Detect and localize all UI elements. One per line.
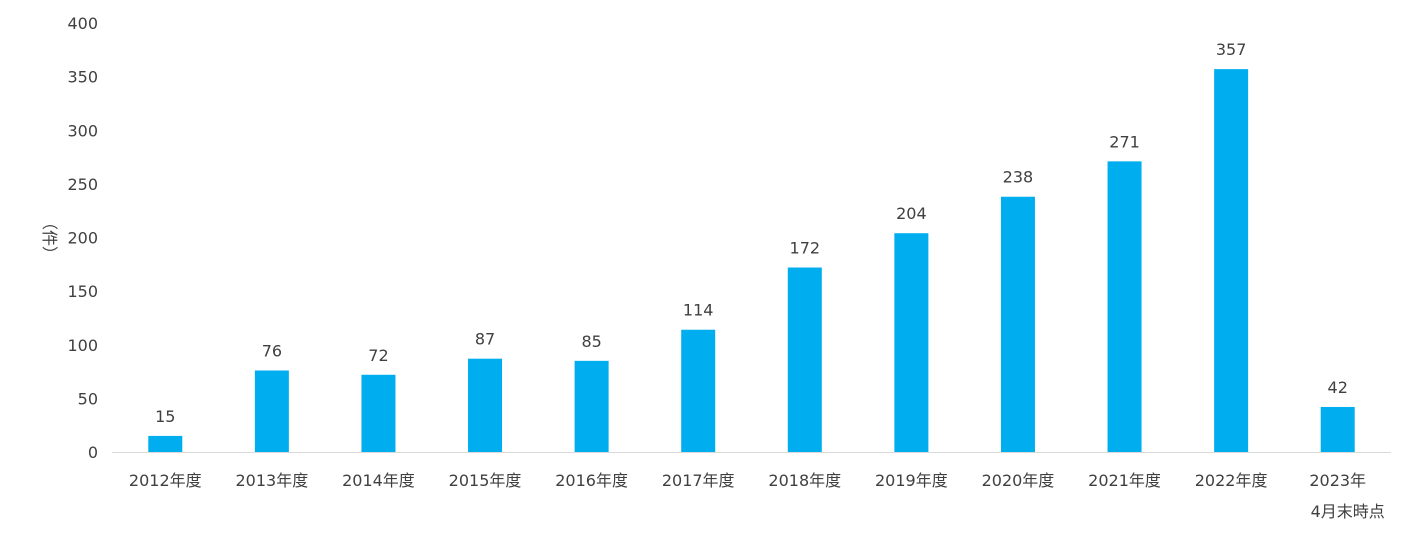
bar-value-label: 357 (1216, 40, 1247, 59)
x-tick-label-line: 4月末時点 (1311, 502, 1385, 521)
x-tick-label-line: 2023年 (1309, 471, 1366, 490)
bar-value-label: 238 (1003, 168, 1034, 187)
y-axis-tick-labels: 0 50 100 150 200 250 300 350 400 (67, 14, 98, 462)
x-tick-label: 2018年度 (768, 471, 841, 490)
x-tick-label: 2019年度 (875, 471, 948, 490)
y-tick-label: 150 (67, 282, 98, 301)
y-tick-label: 300 (67, 121, 98, 140)
y-tick-label: 0 (88, 443, 98, 462)
x-tick-label: 2015年度 (449, 471, 522, 490)
bar (1107, 161, 1142, 453)
bar-value-label: 85 (581, 332, 601, 351)
bar (787, 267, 822, 452)
bar-value-label: 87 (475, 330, 495, 349)
bar-value-label: 204 (896, 204, 927, 223)
y-tick-label: 50 (78, 389, 98, 408)
bar-value-label: 271 (1109, 132, 1140, 151)
bar (681, 329, 716, 452)
y-tick-label: 200 (67, 229, 98, 248)
bar (1214, 69, 1249, 453)
bar (361, 374, 396, 452)
bar-value-label: 72 (368, 346, 388, 365)
x-tick-label-line: 2012年度 (129, 471, 202, 490)
bar-series (148, 69, 1355, 453)
bar-value-label: 42 (1328, 378, 1348, 397)
bar (574, 360, 609, 452)
x-tick-label: 2013年度 (236, 471, 309, 490)
x-tick-label: 2023年 4月末時点 (1309, 471, 1384, 521)
x-tick-label-line: 2017年度 (662, 471, 735, 490)
x-tick-label: 2017年度 (662, 471, 735, 490)
x-tick-label-line: 2019年度 (875, 471, 948, 490)
x-tick-label: 2022年度 (1195, 471, 1268, 490)
x-tick-label: 2014年度 (342, 471, 415, 490)
bar-data-labels: 15 76 72 87 85 114 172 204 238 271 357 42 (155, 40, 1348, 426)
x-tick-label: 2016年度 (555, 471, 628, 490)
bar-value-label: 172 (790, 239, 821, 258)
x-tick-label-line: 2021年度 (1088, 471, 1161, 490)
bar-value-label: 114 (683, 301, 714, 320)
x-tick-label-line: 2018年度 (768, 471, 841, 490)
bar (148, 435, 183, 452)
bar (468, 358, 503, 452)
x-tick-label-line: 2022年度 (1195, 471, 1268, 490)
x-tick-label: 2012年度 (129, 471, 202, 490)
bar (1320, 406, 1355, 452)
y-tick-label: 250 (67, 175, 98, 194)
bar-value-label: 76 (262, 341, 282, 360)
x-axis-tick-labels: 2012年度 2013年度 2014年度 2015年度 2016年度 2017年度 2018… (129, 471, 1385, 521)
bar (254, 370, 289, 452)
x-tick-label-line: 2014年度 (342, 471, 415, 490)
y-tick-label: 400 (67, 14, 98, 33)
x-tick-label-line: 2016年度 (555, 471, 628, 490)
x-tick-label: 2020年度 (982, 471, 1055, 490)
x-tick-label-line: 2015年度 (449, 471, 522, 490)
bar (894, 233, 929, 452)
bar-value-label: 15 (155, 407, 175, 426)
x-tick-label-line: 2013年度 (236, 471, 309, 490)
x-tick-label: 2021年度 (1088, 471, 1161, 490)
x-tick-label-line: 2020年度 (982, 471, 1055, 490)
y-tick-label: 350 (67, 68, 98, 87)
y-axis-title: （件） (40, 214, 59, 262)
bar (1000, 196, 1035, 452)
y-tick-label: 100 (67, 336, 98, 355)
